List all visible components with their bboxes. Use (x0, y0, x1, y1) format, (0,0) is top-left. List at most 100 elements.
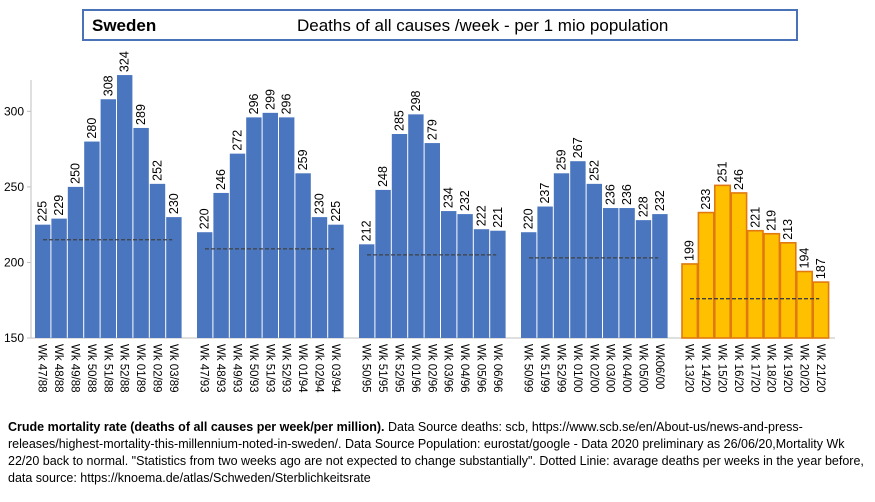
bar-value-label: 259 (296, 149, 310, 170)
bar-value-label: 212 (360, 220, 374, 241)
x-tick-label: Wk 01/00 (571, 344, 583, 393)
x-tick-label: Wk 04/96 (458, 344, 470, 393)
x-tick-label: Wk 16/20 (732, 344, 744, 393)
x-tick-label: Wk 48/93 (214, 344, 226, 393)
y-tick-label: 150 (4, 331, 24, 345)
bar (279, 117, 295, 338)
x-tick-label: Wk 03/96 (442, 344, 454, 393)
bar (117, 75, 133, 339)
x-tick-label: Wk 15/20 (716, 344, 728, 393)
bar-value-label: 221 (748, 207, 762, 228)
bar-value-label: 225 (329, 201, 343, 222)
bar (35, 224, 51, 338)
bar (246, 117, 262, 338)
bar-value-label: 246 (732, 169, 746, 190)
chart-title-box: Sweden Deaths of all causes /week - per … (82, 9, 798, 41)
bar-value-label: 289 (134, 104, 148, 125)
x-tick-label: Wk 02/00 (587, 344, 599, 393)
bar-value-label: 236 (604, 184, 618, 205)
bar-value-label: 213 (781, 219, 795, 240)
bar-value-label: 259 (555, 149, 569, 170)
bar-value-label: 252 (151, 160, 165, 181)
bar-value-label: 221 (491, 207, 505, 228)
bar-value-label: 229 (52, 195, 66, 216)
bar (570, 161, 586, 338)
x-tick-label: Wk 03/94 (329, 344, 341, 393)
bar (424, 143, 440, 338)
bar (473, 229, 490, 338)
x-tick-label: Wk 50/99 (522, 344, 534, 393)
bar-value-label: 248 (376, 166, 390, 187)
bar (457, 214, 473, 338)
bar (730, 192, 748, 339)
bar (149, 183, 166, 338)
bar-value-label: 280 (85, 118, 99, 139)
x-tick-label: Wk 51/99 (538, 344, 550, 393)
x-tick-label: Wk 52/93 (280, 344, 292, 393)
bar (213, 192, 229, 338)
x-tick-label: Wk 52/88 (118, 344, 130, 393)
x-tick-label: Wk 01/94 (296, 344, 308, 393)
x-tick-label: Wk 50/95 (360, 344, 372, 393)
x-tick-label: Wk 50/93 (247, 344, 259, 393)
x-tick-label: Wk 02/96 (425, 344, 437, 393)
bar (311, 217, 328, 338)
x-tick-label: Wk 03/89 (167, 344, 179, 393)
x-tick-label: Wk 04/00 (620, 344, 632, 393)
bar (697, 211, 715, 339)
bar (521, 232, 537, 338)
bar-value-label: 220 (198, 208, 212, 229)
bar-value-label: 220 (522, 208, 536, 229)
y-tick-label: 250 (4, 180, 24, 194)
x-tick-label: Wk 02/94 (313, 344, 325, 393)
bar (490, 230, 506, 338)
bar (713, 184, 731, 339)
x-tick-label: Wk 20/20 (798, 344, 810, 393)
bar-value-label: 232 (653, 190, 667, 211)
x-tick-label: Wk 01/96 (409, 344, 421, 393)
chart-title: Deaths of all causes /week - per 1 mio p… (297, 16, 669, 35)
bar (603, 208, 619, 338)
y-tick-label: 300 (4, 104, 24, 118)
bar-value-label: 233 (699, 189, 713, 210)
bar (262, 112, 278, 338)
bar-value-label: 232 (458, 190, 472, 211)
bar (229, 153, 246, 338)
bar-value-label: 299 (263, 89, 277, 110)
x-tick-label: Wk 47/93 (198, 344, 210, 393)
bar-value-label: 230 (313, 193, 327, 214)
x-tick-label: Wk 50/88 (85, 344, 97, 393)
x-tick-label: Wk 19/20 (781, 344, 793, 393)
x-tick-label: Wk 52/99 (555, 344, 567, 393)
x-tick-label: Wk 06/96 (491, 344, 503, 393)
x-tick-label: Wk 49/88 (69, 344, 81, 393)
bar (553, 173, 570, 338)
bar-value-label: 230 (167, 193, 181, 214)
bar (359, 244, 375, 338)
bar-value-label: 199 (683, 240, 697, 261)
bar-value-label: 324 (118, 51, 132, 72)
bar-value-label: 187 (814, 258, 828, 279)
x-tick-label: Wk 47/88 (36, 344, 48, 393)
bar (812, 281, 830, 339)
bar (635, 220, 652, 338)
bar (763, 232, 781, 339)
x-tick-label: Wk 01/89 (134, 344, 146, 393)
bar (537, 206, 553, 338)
bar (67, 186, 84, 338)
bar (328, 224, 344, 338)
country-label: Sweden (92, 16, 157, 35)
caption-bold: Crude mortality rate (deaths of all caus… (8, 420, 385, 434)
bar (408, 114, 424, 338)
bar-value-label: 251 (716, 161, 730, 182)
x-tick-label: Wk 14/20 (699, 344, 711, 393)
x-tick-label: Wk 51/93 (263, 344, 275, 393)
mortality-chart: 150 200 250 300 225 Wk 47/88 229 Wk 48/88 250 Wk … (4, 51, 835, 393)
x-tick-label: Wk 51/88 (101, 344, 113, 393)
x-tick-label: Wk 51/95 (376, 344, 388, 393)
bar-value-label: 234 (442, 187, 456, 208)
bar (166, 217, 182, 338)
bar (619, 208, 635, 338)
caption-text: Data Source deaths: scb, https://www.scb… (8, 420, 864, 485)
x-tick-label: Wk 05/00 (637, 344, 649, 393)
